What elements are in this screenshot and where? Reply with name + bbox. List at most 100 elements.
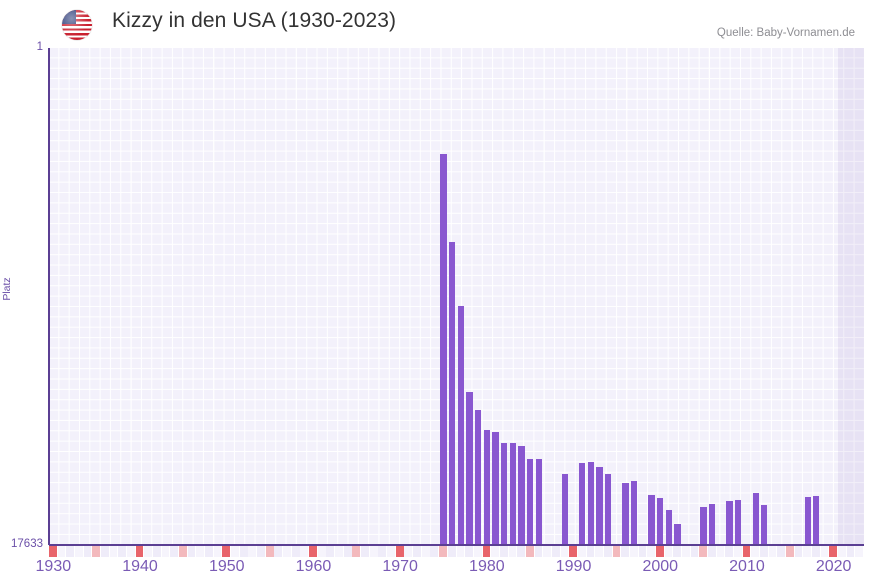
x-tick-cell (404, 546, 413, 557)
bar (648, 495, 655, 545)
x-tick-cell (447, 546, 456, 557)
flag-canton (62, 10, 76, 24)
x-tick-cell (430, 546, 439, 557)
x-tick-cell (534, 546, 543, 557)
bar (596, 467, 603, 545)
x-tick-cell (681, 546, 690, 557)
x-tick-cell (413, 546, 421, 557)
bar (509, 442, 516, 545)
x-tick-cell (335, 546, 343, 557)
bar-series (49, 48, 864, 545)
bar (518, 445, 525, 545)
y-axis-title: Platz (1, 277, 13, 301)
x-tick-cell (629, 546, 638, 557)
x-tick-cell (551, 546, 560, 557)
bar (709, 504, 716, 545)
chart-header: Kizzy in den USA (1930-2023) Quelle: Bab… (0, 0, 873, 46)
page-title: Kizzy in den USA (1930-2023) (112, 9, 397, 32)
x-tick-cell (465, 546, 473, 557)
x-axis-tick-label: 2020 (815, 558, 852, 575)
flag-gloss (62, 10, 92, 40)
x-tick-cell (491, 546, 499, 557)
bar (483, 430, 490, 545)
x-tick-cell (603, 546, 612, 557)
bar (440, 154, 447, 545)
bar (700, 506, 707, 545)
bar (813, 495, 820, 545)
x-tick-cell (239, 546, 248, 557)
x-tick-cell (75, 546, 83, 557)
x-tick-cell (118, 546, 127, 557)
x-tick-cell (153, 546, 161, 557)
x-axis-labels: 1930 1940 1950 1960 1970 1980 1990 2000 2010 2020 (0, 558, 873, 584)
x-tick-cell (265, 546, 274, 557)
x-tick-cell (759, 546, 768, 557)
x-tick-cell (612, 546, 621, 557)
x-tick-cell (725, 546, 734, 557)
bar (804, 496, 811, 545)
x-tick-cell (525, 546, 534, 557)
x-tick-cell (716, 546, 725, 557)
x-tick-cell (395, 546, 404, 557)
y-axis-label-top: 1 (36, 41, 43, 53)
x-tick-cell (49, 546, 57, 557)
x-tick-cell (213, 546, 222, 557)
bar (449, 242, 456, 545)
bar (457, 306, 464, 545)
x-tick-cell (577, 546, 586, 557)
x-tick-cell (231, 546, 239, 557)
x-tick-cell (92, 546, 101, 557)
bar (561, 473, 568, 545)
x-tick-cell (751, 546, 760, 557)
us-flag-icon (62, 10, 92, 40)
bar (735, 499, 742, 545)
x-tick-cell (690, 546, 699, 557)
x-tick-cell (733, 546, 742, 557)
x-tick-cell (361, 546, 369, 557)
x-tick-cell (482, 546, 491, 557)
x-tick-cell (699, 546, 708, 557)
x-tick-cell (352, 546, 361, 557)
bar (501, 443, 508, 545)
x-axis-tick-label: 1990 (555, 558, 592, 575)
x-tick-cell (803, 546, 812, 557)
x-tick-cell (768, 546, 777, 557)
x-axis-tick-label: 1970 (382, 558, 418, 575)
x-tick-cell (456, 546, 465, 557)
bar (657, 497, 664, 545)
bar (466, 392, 473, 545)
x-tick-cell (595, 546, 603, 557)
x-tick-cell (83, 546, 92, 557)
x-tick-cell (820, 546, 829, 557)
x-tick-cell (343, 546, 352, 557)
bar (726, 500, 733, 545)
x-tick-cell (794, 546, 803, 557)
x-tick-cell (439, 546, 447, 557)
x-tick-cell (837, 546, 846, 557)
bar (535, 458, 542, 545)
x-tick-cell (127, 546, 135, 557)
x-axis-tick-strip (49, 546, 864, 557)
y-axis-label-bottom: 17633 (11, 538, 43, 550)
x-tick-cell (742, 546, 751, 557)
x-tick-cell (647, 546, 655, 557)
bar (752, 493, 759, 545)
x-tick-cell (855, 546, 864, 557)
x-axis-tick-label: 1930 (35, 558, 72, 575)
x-tick-cell (846, 546, 855, 557)
x-tick-cell (777, 546, 786, 557)
x-axis-tick-label: 1950 (208, 558, 245, 575)
x-tick-cell (586, 546, 595, 557)
x-tick-cell (274, 546, 283, 557)
x-tick-cell (560, 546, 569, 557)
x-tick-cell (66, 546, 75, 557)
x-tick-cell (222, 546, 231, 557)
x-tick-cell (517, 546, 525, 557)
x-tick-cell (179, 546, 187, 557)
bar (527, 458, 534, 545)
bar (587, 462, 594, 545)
x-axis-tick-label: 1940 (122, 558, 158, 575)
x-axis-tick-label: 1980 (469, 558, 505, 575)
x-tick-cell (326, 546, 335, 557)
